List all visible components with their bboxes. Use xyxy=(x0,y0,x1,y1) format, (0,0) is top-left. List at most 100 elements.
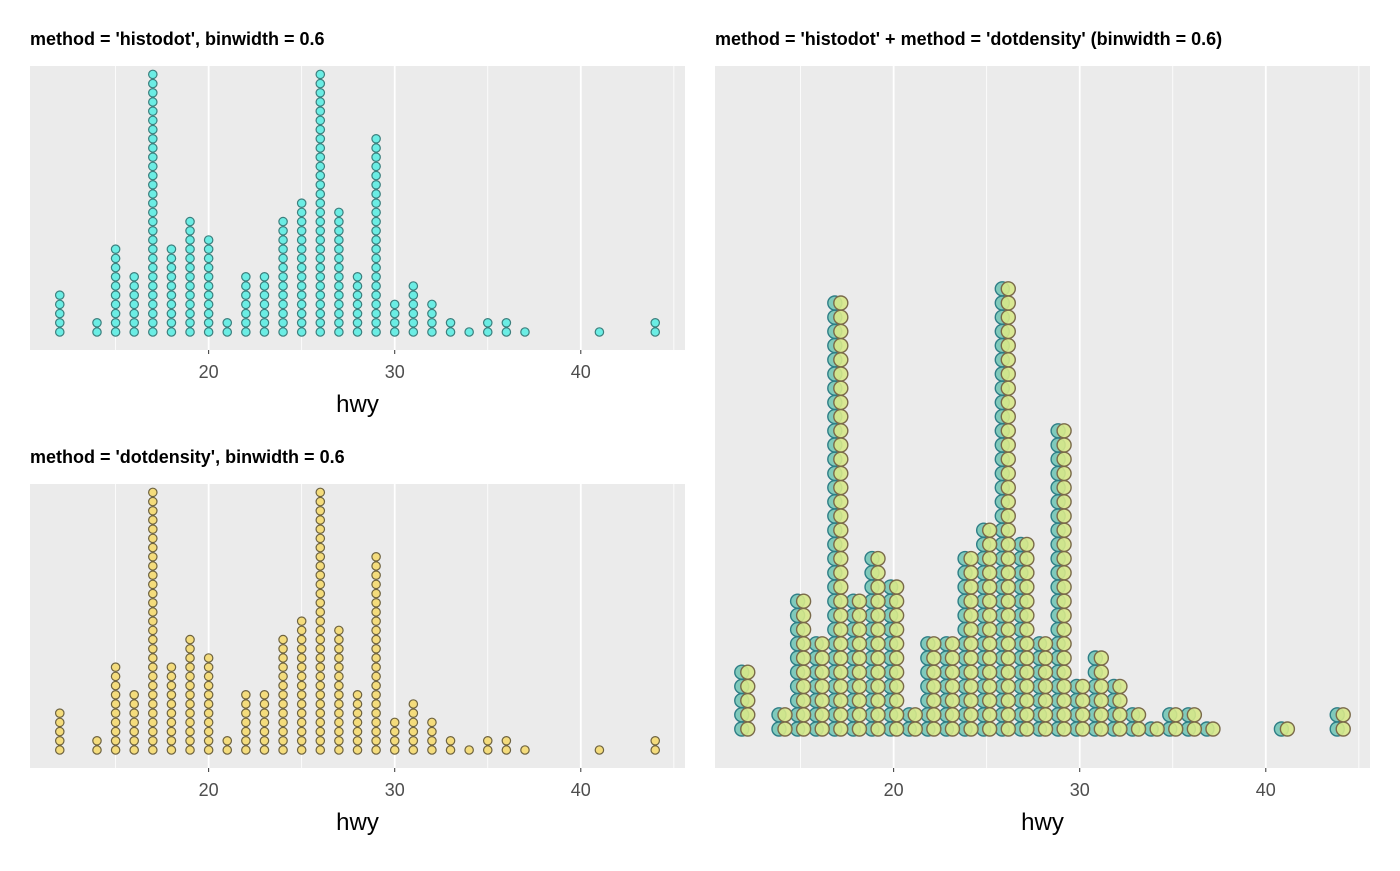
dot-dotdensity xyxy=(963,664,979,680)
dot-dotdensity xyxy=(833,366,849,382)
dot-histodot xyxy=(371,271,381,282)
dot-histodot xyxy=(148,226,158,236)
dot-dotdensity xyxy=(1093,678,1110,695)
dot-histodot xyxy=(334,281,344,291)
dot-dotdensity xyxy=(315,653,326,663)
dot-histodot xyxy=(148,124,158,135)
dot-histodot xyxy=(148,308,158,319)
dot-histodot xyxy=(371,244,381,254)
dot-dotdensity xyxy=(166,699,177,709)
dot-dotdensity xyxy=(296,689,307,700)
dot-histodot xyxy=(296,198,307,208)
dot-dotdensity xyxy=(334,634,344,645)
x-axis-title-combined: hwy xyxy=(1021,809,1064,836)
dot-dotdensity xyxy=(371,643,381,654)
dot-dotdensity xyxy=(259,735,270,746)
dot-dotdensity xyxy=(296,680,307,691)
dot-dotdensity xyxy=(278,745,288,755)
dot-histodot xyxy=(352,281,363,291)
dot-dotdensity xyxy=(371,689,381,700)
dot-dotdensity xyxy=(1056,607,1072,624)
dot-dotdensity xyxy=(740,707,756,723)
dot-histodot xyxy=(185,281,195,291)
dot-dotdensity xyxy=(371,680,381,691)
dot-dotdensity xyxy=(54,708,65,718)
dot-histodot xyxy=(296,235,307,245)
dots-dotdensity xyxy=(54,487,661,755)
dot-histodot xyxy=(389,317,400,328)
dot-dotdensity xyxy=(1093,707,1110,723)
dot-histodot xyxy=(296,216,307,227)
dot-dotdensity xyxy=(92,745,102,755)
dot-dotdensity xyxy=(110,717,121,728)
dot-dotdensity xyxy=(833,607,849,624)
dot-histodot xyxy=(241,281,251,291)
dot-histodot xyxy=(371,189,381,199)
dot-dotdensity xyxy=(203,662,214,672)
dot-histodot xyxy=(278,253,288,264)
dot-dotdensity xyxy=(315,524,326,534)
dot-dotdensity xyxy=(482,735,493,746)
dot-dotdensity xyxy=(408,717,419,728)
dot-dotdensity xyxy=(315,726,326,737)
dot-histodot xyxy=(352,327,363,337)
dot-dotdensity xyxy=(926,650,942,666)
dot-dotdensity xyxy=(1000,678,1016,695)
dot-dotdensity xyxy=(833,550,849,567)
dot-dotdensity xyxy=(371,588,381,599)
dot-dotdensity xyxy=(833,621,849,638)
dot-dotdensity xyxy=(371,653,381,663)
dot-dotdensity xyxy=(296,625,307,636)
dot-histodot xyxy=(259,271,270,282)
dot-histodot xyxy=(408,281,419,291)
dot-histodot xyxy=(296,327,307,337)
dot-histodot xyxy=(259,290,270,300)
dot-dotdensity xyxy=(1019,621,1035,638)
dot-histodot xyxy=(259,317,270,328)
dot-dotdensity xyxy=(1056,678,1072,695)
dot-dotdensity xyxy=(1056,451,1072,467)
dot-dotdensity xyxy=(1000,408,1016,425)
dot-histodot xyxy=(203,299,214,310)
dot-dotdensity xyxy=(851,721,868,737)
dot-dotdensity xyxy=(296,616,307,626)
dot-dotdensity xyxy=(110,745,121,755)
dot-dotdensity xyxy=(54,726,65,737)
dot-histodot xyxy=(315,281,326,291)
dot-dotdensity xyxy=(315,487,326,498)
dot-histodot xyxy=(148,152,158,162)
dot-histodot xyxy=(166,290,177,300)
dot-dotdensity xyxy=(334,671,344,682)
dot-dotdensity xyxy=(520,745,530,755)
x-tick-label: 40 xyxy=(571,780,591,800)
dot-dotdensity xyxy=(740,692,756,709)
dot-dotdensity xyxy=(1056,508,1072,524)
dot-dotdensity xyxy=(1019,678,1035,695)
dot-dotdensity xyxy=(981,721,998,737)
dot-dotdensity xyxy=(148,588,158,599)
dot-histodot xyxy=(241,327,251,337)
dot-dotdensity xyxy=(1000,636,1016,652)
dot-dotdensity xyxy=(981,678,998,695)
dot-dotdensity xyxy=(334,662,344,672)
dot-histodot xyxy=(129,327,140,337)
x-tick-label: 30 xyxy=(1070,780,1090,800)
dot-dotdensity xyxy=(1056,650,1072,666)
dot-histodot xyxy=(296,299,307,310)
dot-histodot xyxy=(185,290,195,300)
dot-dotdensity xyxy=(259,717,270,728)
dot-dotdensity xyxy=(110,689,121,700)
dot-dotdensity xyxy=(241,689,251,700)
dot-histodot xyxy=(241,299,251,310)
dot-histodot xyxy=(259,281,270,291)
dot-dotdensity xyxy=(315,579,326,590)
dot-histodot xyxy=(148,69,158,80)
dot-dotdensity xyxy=(1000,281,1016,297)
dot-dotdensity xyxy=(148,745,158,755)
dot-dotdensity xyxy=(371,708,381,718)
dot-dotdensity xyxy=(129,708,140,718)
dot-histodot xyxy=(278,281,288,291)
dot-dotdensity xyxy=(1019,550,1035,567)
dot-histodot xyxy=(371,317,381,328)
dot-histodot xyxy=(371,207,381,218)
